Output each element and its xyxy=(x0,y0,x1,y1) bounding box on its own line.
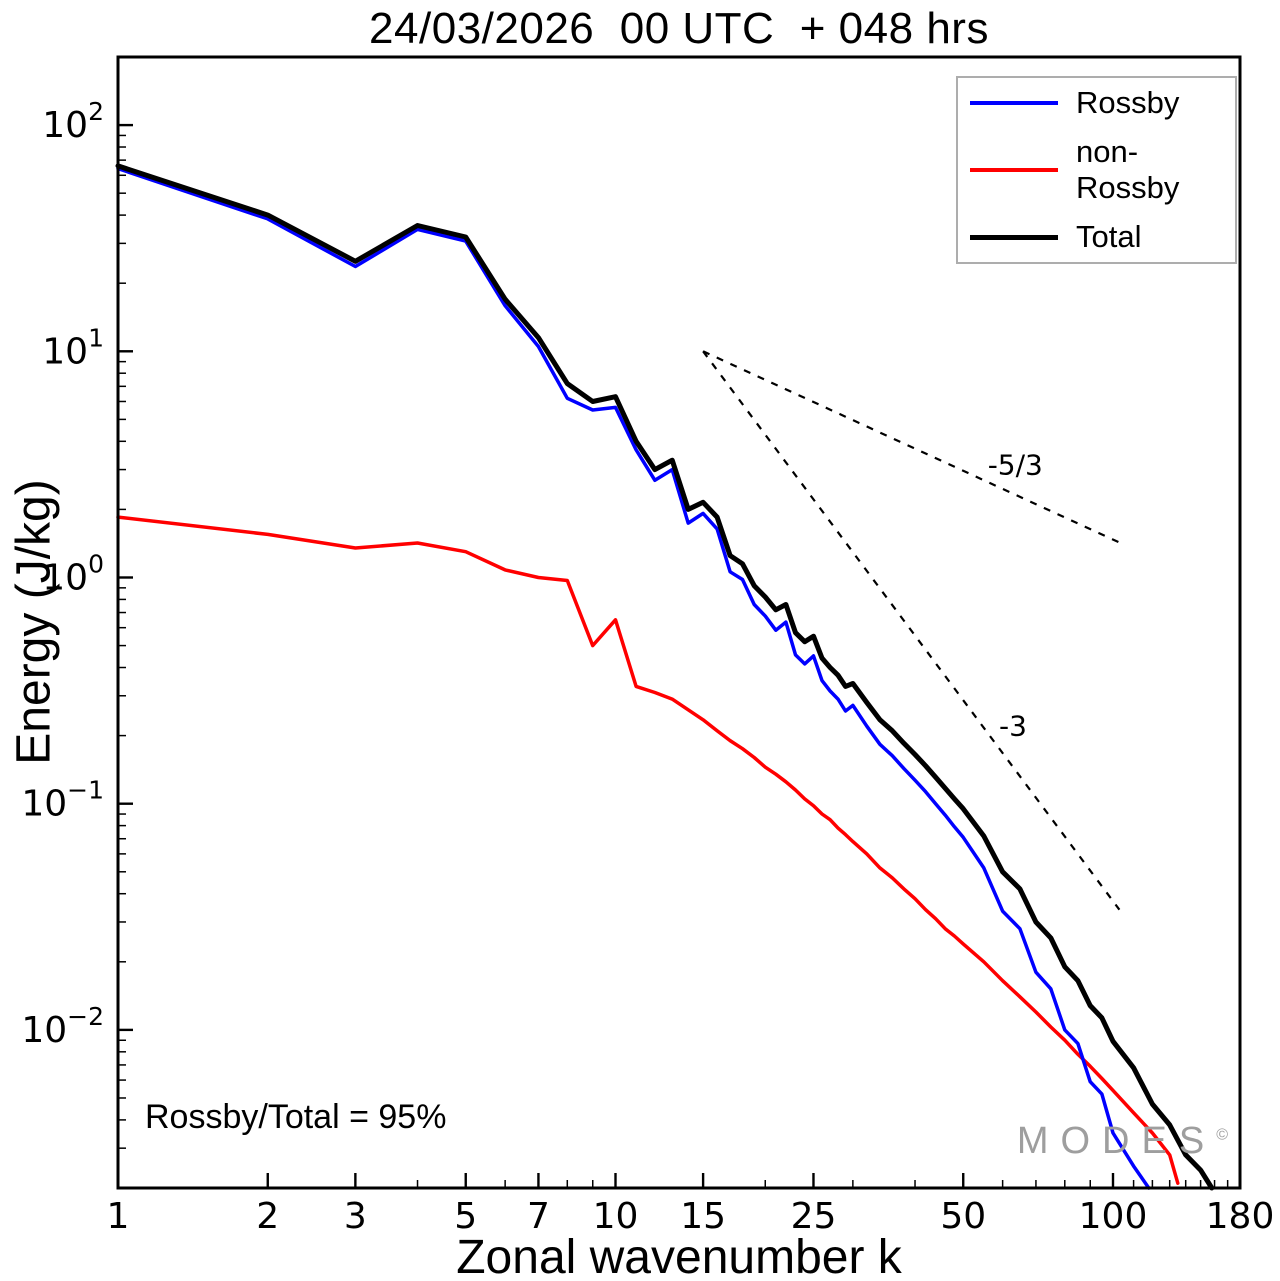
x-tick-label: 10 xyxy=(593,1196,639,1237)
legend-item-rossby: Rossby xyxy=(958,85,1235,121)
legend-item-non-rossby: non-Rossby xyxy=(958,134,1235,206)
slope-5-3-reference-line xyxy=(702,350,1124,546)
x-tick-label: 7 xyxy=(527,1196,550,1237)
legend-label: Total xyxy=(1076,219,1142,255)
x-tick-label: 50 xyxy=(940,1196,986,1237)
slope-3-reference-line xyxy=(702,350,1121,911)
x-tick-label: 15 xyxy=(680,1196,726,1237)
copyright-icon: © xyxy=(1216,1126,1228,1144)
total-line-swatch xyxy=(970,234,1058,240)
legend-label: non-Rossby xyxy=(1076,133,1180,205)
modes-watermark: MODES© xyxy=(1016,1120,1228,1162)
x-axis-label: Zonal wavenumber k xyxy=(456,1231,902,1281)
x-tick-label: 180 xyxy=(1206,1196,1275,1237)
y-axis-label: Energy (J/kg) xyxy=(7,479,61,765)
x-tick-label: 2 xyxy=(256,1196,279,1237)
non-rossby-line-swatch xyxy=(970,167,1058,172)
y-tick-label: 10−2 xyxy=(21,1002,104,1051)
legend: Rossby non-Rossby Total xyxy=(956,76,1237,264)
rossby-line-swatch xyxy=(970,100,1058,105)
y-tick-label: 102 xyxy=(42,97,104,146)
y-tick-label: 10−1 xyxy=(21,776,104,825)
rossby-ratio-annotation: Rossby/Total = 95% xyxy=(145,1098,447,1136)
chart-title: 24/03/2026 00 UTC + 048 hrs xyxy=(369,4,989,53)
non-rossby-line xyxy=(116,515,1180,1185)
x-tick-label: 1 xyxy=(107,1196,130,1237)
y-tick-label: 101 xyxy=(42,323,104,372)
x-tick-label: 25 xyxy=(791,1196,837,1237)
x-tick-label: 3 xyxy=(344,1196,367,1237)
plot-frame xyxy=(116,55,1242,1190)
rossby-line xyxy=(116,166,1151,1190)
x-tick-label: 100 xyxy=(1079,1196,1148,1237)
legend-label: Rossby xyxy=(1076,84,1180,120)
legend-item-total: Total xyxy=(958,219,1235,255)
x-tick-label: 5 xyxy=(454,1196,477,1237)
slope-label: -5/3 xyxy=(988,449,1043,482)
total-line xyxy=(115,163,1215,1191)
slope-label: -3 xyxy=(999,710,1027,743)
